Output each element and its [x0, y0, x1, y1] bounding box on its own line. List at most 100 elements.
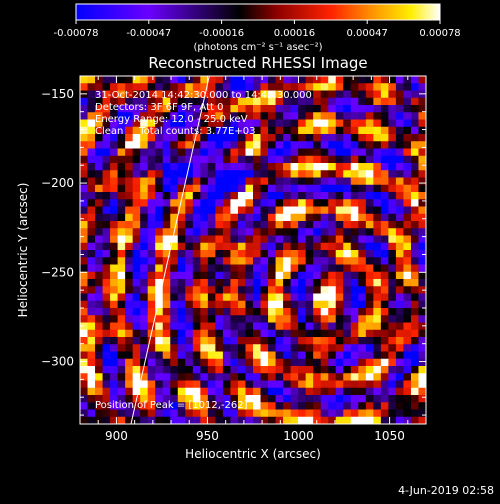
heatmap-cell	[170, 286, 179, 294]
heatmap-cell	[132, 112, 141, 120]
heatmap-cell	[110, 134, 119, 142]
heatmap-cell	[275, 83, 284, 91]
heatmap-cell	[237, 97, 246, 106]
heatmap-cell	[215, 337, 224, 345]
heatmap-cell	[80, 373, 88, 381]
heatmap-cell	[117, 235, 126, 244]
heatmap-cell	[380, 199, 389, 207]
heatmap-cell	[117, 76, 126, 84]
heatmap-cell	[350, 76, 359, 84]
heatmap-cell	[230, 235, 239, 244]
heatmap-cell	[410, 409, 419, 418]
heatmap-cell	[373, 112, 382, 120]
heatmap-cell	[95, 257, 103, 265]
heatmap-cell	[268, 286, 276, 294]
heatmap-cell	[403, 351, 412, 360]
heatmap-cell	[215, 90, 224, 99]
heatmap-cell	[260, 308, 269, 316]
heatmap-cell	[313, 206, 322, 215]
heatmap-cell	[117, 416, 126, 424]
heatmap-cell	[245, 90, 254, 99]
heatmap-cell	[410, 286, 419, 294]
heatmap-cell	[253, 97, 261, 106]
colorbar-tick-label: -0.00016	[199, 28, 244, 39]
heatmap-cell	[358, 373, 367, 381]
heatmap-cell	[245, 387, 254, 396]
heatmap-cell	[125, 221, 134, 229]
heatmap-cell	[102, 76, 111, 84]
heatmap-cell	[373, 141, 382, 149]
heatmap-cell	[237, 83, 246, 91]
heatmap-cell	[162, 293, 171, 302]
heatmap-cell	[80, 402, 88, 410]
heatmap-cell	[80, 300, 88, 309]
heatmap-cell	[253, 119, 261, 128]
heatmap-cell	[365, 192, 374, 200]
heatmap-cell	[260, 366, 269, 374]
heatmap-cell	[87, 416, 96, 424]
heatmap-cell	[358, 409, 367, 418]
heatmap-cell	[305, 264, 314, 273]
heatmap-cell	[230, 279, 239, 287]
heatmap-cell	[305, 373, 314, 381]
heatmap-cell	[328, 257, 337, 265]
heatmap-cell	[298, 380, 307, 389]
heatmap-cell	[87, 351, 96, 360]
heatmap-cell	[253, 279, 261, 287]
heatmap-cell	[268, 228, 276, 236]
heatmap-cell	[222, 358, 231, 367]
heatmap-cell	[290, 366, 299, 374]
heatmap-cell	[102, 322, 111, 331]
heatmap-cell	[155, 134, 164, 142]
heatmap-cell	[260, 206, 269, 215]
heatmap-cell	[207, 177, 216, 186]
heatmap-cell	[140, 97, 149, 106]
heatmap-cell	[358, 155, 367, 164]
heatmap-cell	[215, 242, 224, 251]
heatmap-cell	[343, 177, 352, 186]
heatmap-cell	[110, 250, 119, 258]
heatmap-cell	[140, 148, 149, 157]
heatmap-cell	[117, 141, 126, 149]
heatmap-cell	[177, 264, 186, 273]
heatmap-cell	[222, 315, 231, 323]
heatmap-cell	[222, 134, 231, 142]
heatmap-cell	[418, 141, 426, 149]
heatmap-cell	[125, 264, 134, 273]
heatmap-cell	[403, 170, 412, 178]
heatmap-cell	[290, 344, 299, 352]
heatmap-cell	[125, 105, 134, 113]
heatmap-cell	[373, 395, 382, 403]
heatmap-cell	[245, 409, 254, 418]
heatmap-cell	[388, 141, 397, 149]
heatmap-cell	[200, 387, 209, 396]
heatmap-cell	[87, 177, 96, 186]
heatmap-cell	[380, 286, 389, 294]
heatmap-cell	[237, 329, 246, 338]
heatmap-cell	[80, 358, 88, 367]
heatmap-cell	[110, 286, 119, 294]
heatmap-cell	[80, 416, 88, 424]
heatmap-cell	[373, 126, 382, 135]
heatmap-cell	[320, 257, 329, 265]
heatmap-cell	[87, 112, 96, 120]
heatmap-cell	[155, 119, 164, 128]
heatmap-cell	[403, 366, 412, 374]
heatmap-cell	[177, 192, 186, 200]
heatmap-cell	[313, 264, 322, 273]
heatmap-cell	[305, 279, 314, 287]
heatmap-cell	[328, 177, 337, 186]
heatmap-cell	[365, 141, 374, 149]
heatmap-cell	[125, 184, 134, 193]
x-tick-label: 1050	[374, 429, 405, 443]
heatmap-cell	[87, 148, 96, 157]
heatmap-cell	[290, 373, 299, 381]
heatmap-cell	[132, 380, 141, 389]
heatmap-cell	[117, 322, 126, 331]
heatmap-cell	[290, 358, 299, 367]
heatmap-cell	[320, 351, 329, 360]
heatmap-cell	[395, 242, 404, 251]
heatmap-cell	[222, 344, 231, 352]
heatmap-cell	[87, 250, 96, 258]
heatmap-cell	[170, 409, 179, 418]
